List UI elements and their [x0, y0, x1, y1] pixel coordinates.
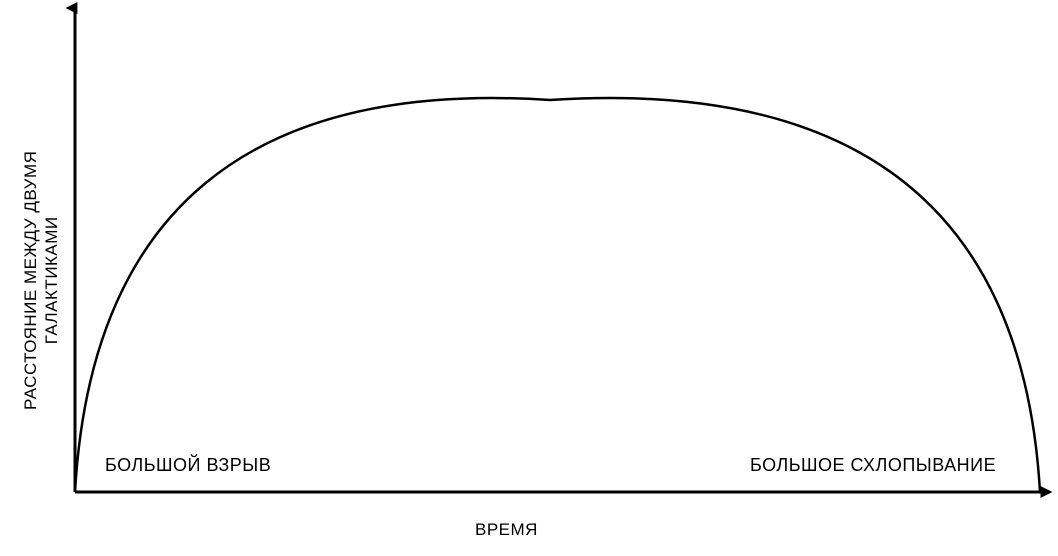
x-axis-label: ВРЕМЯ [475, 520, 538, 540]
y-axis-label: РАССТОЯНИЕ МЕЖДУ ДВУМЯ ГАЛАКТИКАМИ [20, 151, 63, 410]
chart-container: { "chart": { "type": "line", "background… [0, 0, 1058, 556]
end-event-label: БОЛЬШОЕ СХЛОПЫВАНИЕ [750, 455, 996, 476]
start-event-label: БОЛЬШОЙ ВЗРЫВ [105, 455, 271, 476]
